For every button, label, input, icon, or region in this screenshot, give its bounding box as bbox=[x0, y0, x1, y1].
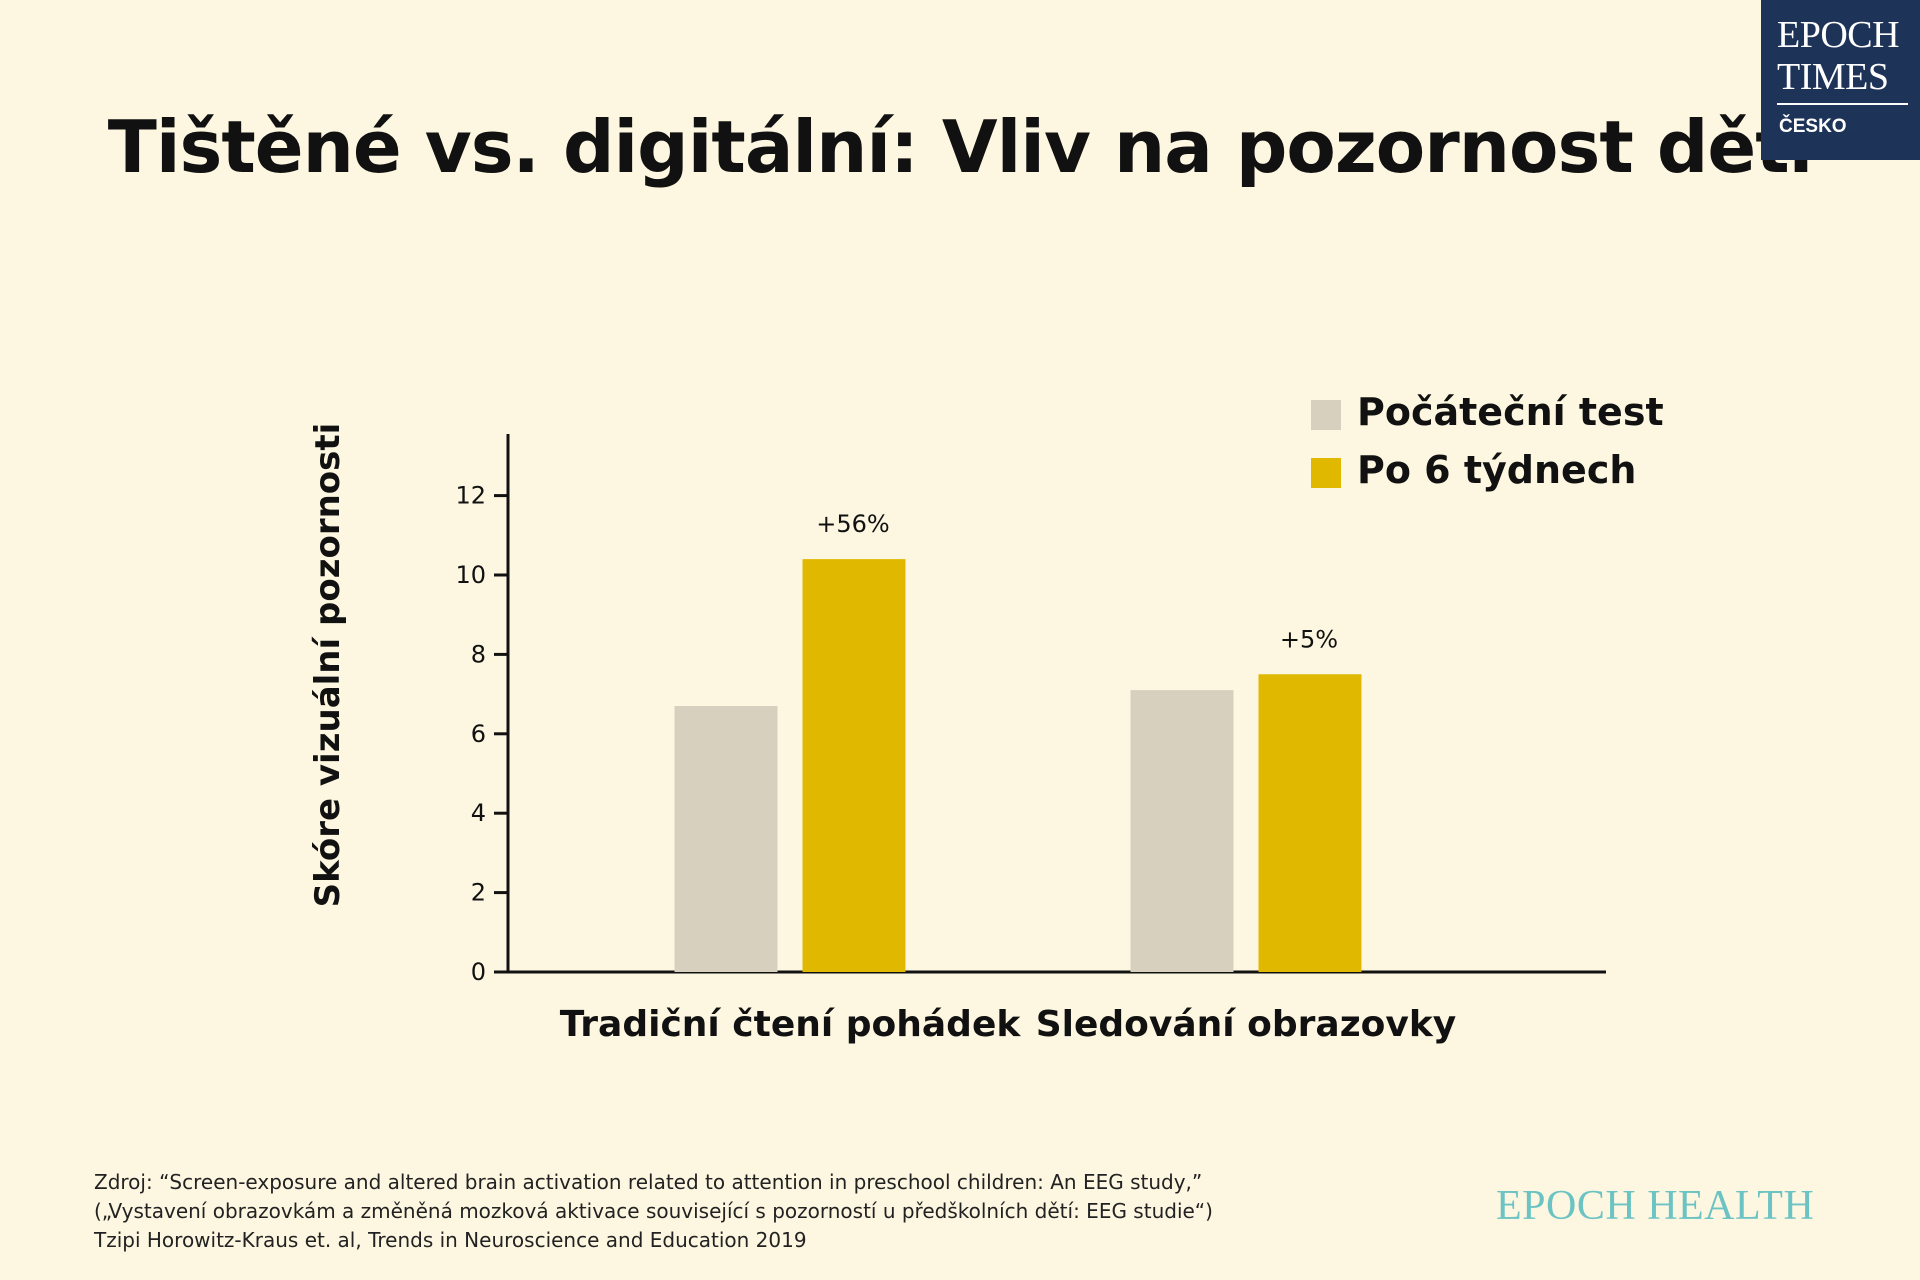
source-line-2: („Vystavení obrazovkám a změněná mozková… bbox=[94, 1199, 1213, 1223]
logo-line-2: TIMES bbox=[1777, 56, 1889, 98]
legend-swatch-after bbox=[1311, 458, 1341, 488]
y-tick-label: 8 bbox=[471, 640, 486, 668]
source-note: Zdroj: “Screen-exposure and altered brai… bbox=[94, 1168, 1213, 1255]
logo-line-3: ČESKO bbox=[1779, 116, 1847, 137]
legend-label-baseline: Počáteční test bbox=[1357, 390, 1664, 434]
bar-baseline-0 bbox=[674, 706, 778, 972]
legend-label-after: Po 6 týdnech bbox=[1357, 448, 1637, 492]
bar-after-0 bbox=[802, 559, 906, 972]
y-tick-label: 12 bbox=[455, 482, 486, 510]
y-axis-label: Skóre vizuální pozornosti bbox=[308, 422, 348, 908]
bar-annotation: +56% bbox=[816, 510, 889, 538]
y-tick-label: 4 bbox=[471, 799, 486, 827]
x-category-label: Tradiční čtení pohádek bbox=[560, 1004, 1022, 1045]
x-category-label: Sledování obrazovky bbox=[1036, 1004, 1457, 1045]
epoch-times-logo: EPOCH TIMES ČESKO bbox=[1761, 0, 1920, 160]
y-tick-label: 10 bbox=[455, 561, 486, 589]
logo-rule bbox=[1777, 103, 1908, 105]
y-tick-label: 2 bbox=[471, 879, 486, 907]
y-tick-label: 0 bbox=[471, 958, 486, 986]
epoch-health-brand: EPOCH HEALTH bbox=[1496, 1183, 1815, 1229]
bar-after-1 bbox=[1258, 674, 1362, 972]
chart-title: Tištěné vs. digitální: Vliv na pozornost… bbox=[107, 105, 1814, 189]
source-line-1: Zdroj: “Screen-exposure and altered brai… bbox=[94, 1170, 1203, 1194]
legend-swatch-baseline bbox=[1311, 400, 1341, 430]
bar-baseline-1 bbox=[1130, 690, 1234, 972]
y-tick-label: 6 bbox=[471, 720, 486, 748]
source-line-3: Tzipi Horowitz-Kraus et. al, Trends in N… bbox=[94, 1228, 807, 1252]
bar-annotation: +5% bbox=[1280, 625, 1338, 653]
logo-line-1: EPOCH bbox=[1777, 14, 1900, 56]
